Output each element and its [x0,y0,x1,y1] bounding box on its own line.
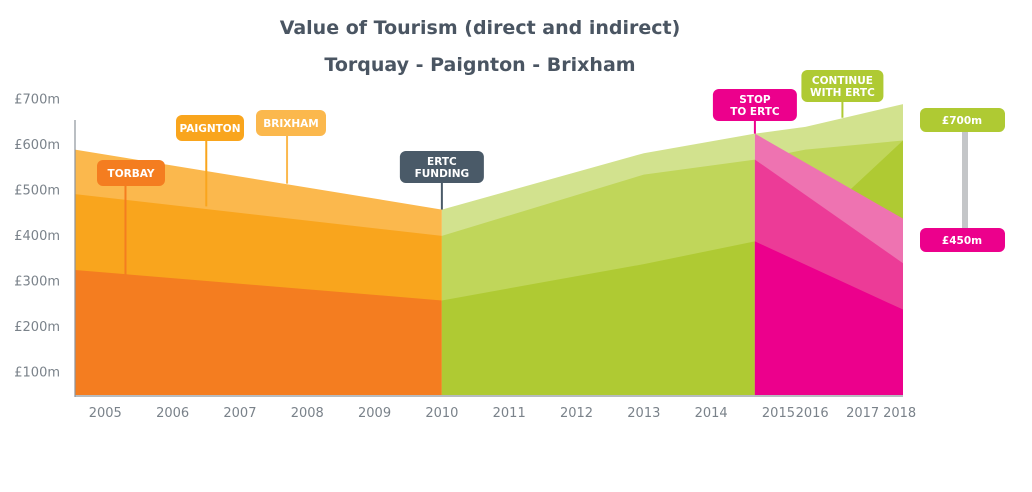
area-region-1-layer-2 [441,241,755,395]
y-tick-label: £600m [14,138,60,153]
x-tick-label: 2006 [156,406,189,421]
x-tick-label: 2007 [223,406,256,421]
x-tick-label: 2013 [627,406,660,421]
end-label-box [920,108,1005,132]
end-label-text: £450m [942,235,982,247]
annotation-label: WITH ERTC [810,87,875,99]
annotation-label: CONTINUE [812,75,873,87]
area-region-3-layer-2 [754,241,903,395]
x-tick-label: 2012 [560,406,593,421]
annotation-label: STOP [739,94,771,106]
x-tick-label: 2010 [425,406,458,421]
annotation-box [97,160,165,186]
annotation-label: TO ERTC [730,106,780,118]
y-tick-label: £100m [14,365,60,380]
x-tick-label: 2018 [883,406,916,421]
annotation-callout: TORBAY [97,160,165,275]
y-tick-label: £200m [14,320,60,335]
x-tick-label: 2008 [291,406,324,421]
annotation-callout: BRIXHAM [256,110,326,184]
end-label-box [920,228,1005,252]
x-tick-label: 2016 [796,406,829,421]
area-region-0-layer-2 [75,270,442,395]
x-tick-label: 2011 [493,406,526,421]
annotation-callout: PAIGNTON [176,115,244,207]
annotation-label: BRIXHAM [263,118,318,130]
annotation-label: PAIGNTON [179,123,240,135]
end-value-label: £700m [920,108,1005,132]
chart-title: Value of Tourism (direct and indirect) [279,17,681,39]
x-tick-label: 2017 [846,406,879,421]
y-tick-label: £700m [14,93,60,108]
annotation-box [176,115,244,141]
annotation-box [399,151,484,183]
end-value-label: £450m [920,228,1005,252]
x-tick-label: 2014 [695,406,728,421]
y-tick-label: £400m [14,229,60,244]
annotation-box [801,70,884,102]
annotation-label: TORBAY [108,168,155,180]
annotation-box [256,110,326,136]
x-tick-label: 2015 [762,406,795,421]
y-tick-label: £300m [14,274,60,289]
annotation-label: FUNDING [415,168,470,180]
x-tick-label: 2009 [358,406,391,421]
y-tick-label: £500m [14,183,60,198]
annotation-box [712,89,797,121]
chart-subtitle: Torquay - Paignton - Brixham [324,54,636,76]
annotation-label: ERTC [427,156,457,168]
x-tick-label: 2005 [89,406,122,421]
end-label-text: £700m [942,115,982,127]
